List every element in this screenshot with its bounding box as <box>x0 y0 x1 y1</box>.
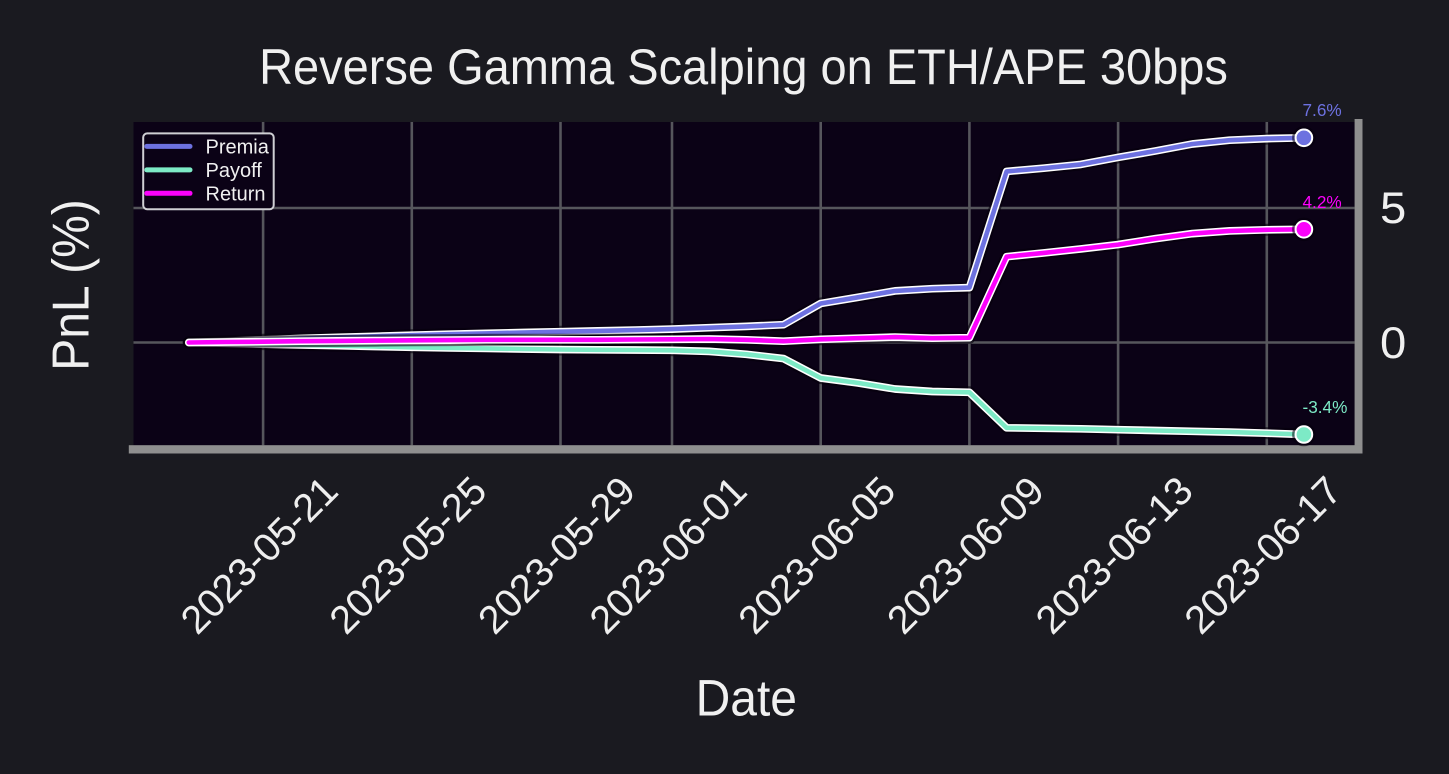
svg-text:Payoff: Payoff <box>206 160 263 182</box>
svg-text:0: 0 <box>1380 318 1406 367</box>
svg-text:4.2%: 4.2% <box>1303 192 1342 212</box>
svg-text:PnL (%): PnL (%) <box>42 199 100 371</box>
svg-text:5: 5 <box>1380 183 1406 232</box>
svg-text:Premia: Premia <box>206 137 270 159</box>
svg-text:Date: Date <box>696 669 797 727</box>
svg-text:-3.4%: -3.4% <box>1303 397 1348 417</box>
svg-text:7.6%: 7.6% <box>1303 100 1342 120</box>
svg-text:Return: Return <box>206 184 266 206</box>
svg-text:Reverse Gamma Scalping on ETH/: Reverse Gamma Scalping on ETH/APE 30bps <box>259 40 1228 96</box>
